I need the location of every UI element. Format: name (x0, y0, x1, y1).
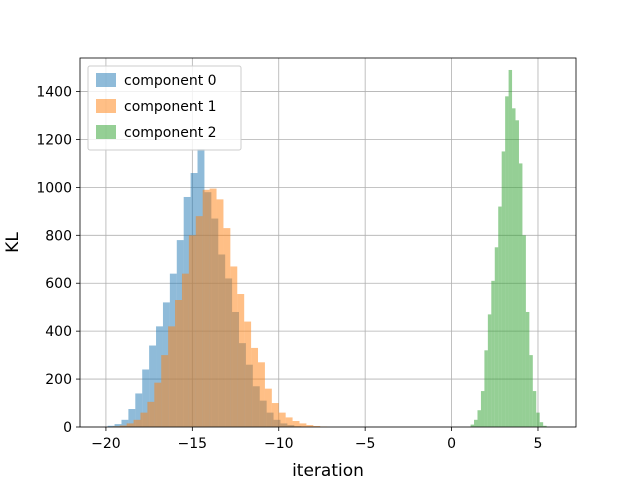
legend-swatch (96, 99, 116, 113)
histogram-bar (498, 206, 502, 427)
histogram-bar (149, 345, 157, 427)
histogram-bar (491, 280, 495, 427)
histogram-bar (477, 410, 481, 427)
histogram-bar (133, 419, 141, 427)
y-tick-label: 1200 (36, 132, 72, 148)
series-2 (470, 69, 547, 428)
histogram-bar (264, 388, 272, 427)
histogram-bar (508, 69, 513, 427)
histogram-bar (216, 199, 224, 427)
histogram-bar (292, 421, 300, 427)
histogram-bar (487, 314, 492, 427)
histogram-bar (532, 391, 537, 427)
histogram-bar (230, 266, 238, 427)
histogram-bar (501, 151, 506, 427)
histogram-bar (161, 355, 169, 427)
histogram-bar (126, 423, 134, 427)
histogram-bar (135, 393, 143, 427)
y-tick-label: 0 (63, 420, 72, 436)
legend-swatch (96, 73, 116, 87)
histogram-bar (114, 424, 122, 427)
legend: component 0 component 1 component 2 (87, 65, 242, 151)
legend-entry: component 0 (124, 73, 217, 89)
histogram-bar (121, 419, 129, 427)
series-1 (112, 188, 328, 427)
histogram-bar (223, 228, 231, 427)
histogram-bar (536, 412, 540, 427)
x-tick-label: −10 (264, 436, 294, 452)
histogram-bar (299, 423, 307, 427)
histogram-bar (156, 326, 163, 427)
legend-swatch (96, 125, 116, 139)
histogram-bar (470, 424, 475, 427)
histogram-bar (285, 417, 293, 427)
histogram-bar (154, 382, 162, 427)
histogram-bar (119, 425, 127, 427)
histogram-bar (543, 425, 547, 427)
x-axis: −20 −15 −10 −5 0 5 (91, 427, 542, 452)
histogram-bar (484, 350, 488, 427)
histogram-bar (494, 247, 499, 427)
histogram-bar (512, 108, 516, 428)
histogram-bar (278, 412, 286, 427)
legend-box (87, 65, 242, 151)
y-tick-label: 1400 (36, 85, 72, 101)
histogram-bar (147, 401, 155, 427)
histogram-bar (195, 216, 203, 427)
y-axis: 0 200 400 600 800 1000 1200 1400 (36, 85, 80, 436)
histogram-bar (480, 391, 485, 427)
y-axis-label: KL (3, 232, 23, 253)
histogram-bar (539, 422, 544, 427)
histogram-bar (237, 294, 245, 427)
y-tick-label: 600 (45, 276, 72, 292)
histogram-bar (188, 235, 196, 427)
x-tick-label: 5 (534, 436, 543, 452)
x-tick-label: 0 (447, 436, 456, 452)
legend-entry: component 2 (124, 125, 217, 141)
histogram-bar (258, 362, 265, 427)
histogram-bar (313, 426, 321, 427)
histogram-bar (306, 425, 314, 427)
histogram-bar (518, 163, 523, 427)
histogram-bar (128, 409, 136, 427)
bars-layer (107, 69, 547, 428)
histogram-bar (140, 412, 148, 427)
histogram-bar (271, 403, 279, 427)
histogram-bar (209, 188, 217, 427)
histogram-bar (175, 300, 182, 427)
y-tick-label: 200 (45, 372, 72, 388)
y-tick-label: 400 (45, 324, 72, 340)
plot-frame (79, 57, 577, 428)
histogram-bar (181, 273, 189, 427)
histogram-bar (107, 425, 115, 427)
x-axis-label: iteration (292, 461, 364, 480)
y-tick-label: 1000 (36, 180, 72, 196)
histogram-bar (522, 235, 526, 427)
histogram-bar (168, 326, 176, 427)
histogram-bar (525, 311, 530, 427)
histogram-bar (202, 189, 210, 427)
histogram-bar (515, 120, 519, 427)
y-tick-label: 800 (45, 228, 72, 244)
histogram-bar (251, 347, 259, 427)
histogram-bar (142, 369, 150, 427)
histogram-bar (244, 321, 252, 427)
x-tick-label: −20 (91, 436, 121, 452)
histogram-bar (505, 96, 509, 428)
histogram-bar (529, 355, 533, 427)
legend-entry: component 1 (124, 99, 217, 115)
x-tick-label: −5 (355, 436, 376, 452)
x-tick-label: −15 (178, 436, 208, 452)
histogram-bar (474, 419, 478, 427)
